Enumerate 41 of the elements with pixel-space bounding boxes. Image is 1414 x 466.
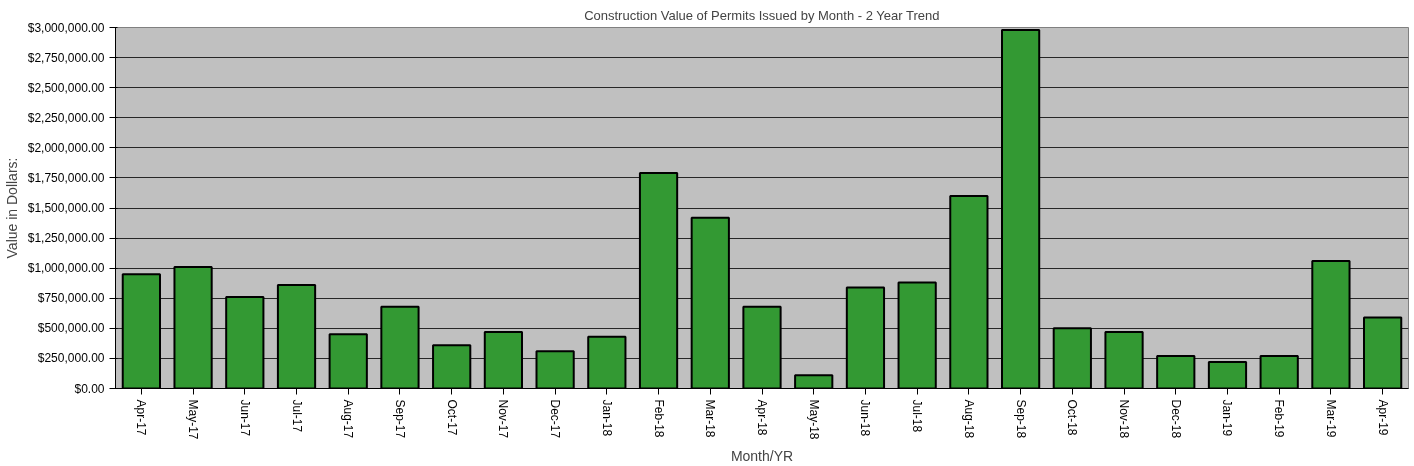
x-tick-label: Oct-18	[1065, 399, 1080, 436]
x-axis-title: Month/YR	[730, 447, 794, 464]
x-tick-label: May-17	[186, 399, 201, 440]
x-tick-label: Jun-17	[237, 399, 252, 437]
x-tick-label: Feb-18	[651, 399, 666, 438]
x-tick-label: Mar-19	[1323, 399, 1338, 438]
x-tick-label: Feb-19	[1272, 399, 1287, 438]
y-tick-label: $3,000,000.00	[27, 20, 105, 35]
x-tick-label: Aug-17	[341, 399, 356, 439]
x-tick-label: Aug-18	[961, 399, 976, 439]
x-tick-label: Apr-17	[134, 399, 149, 436]
y-tick-label: $2,000,000.00	[27, 140, 105, 155]
x-tick-label: Jul-17	[289, 399, 304, 433]
x-tick-label: Jan-19	[1220, 399, 1235, 437]
y-tick-label: $0.00	[74, 381, 105, 396]
x-tick-label: Nov-18	[1117, 399, 1132, 439]
x-tick-label: Oct-17	[444, 399, 459, 436]
x-tick-label: Apr-18	[755, 399, 769, 436]
x-tick-label: Nov-17	[496, 399, 511, 439]
y-tick-label: $2,750,000.00	[27, 50, 105, 65]
x-tick-label: Sep-17	[392, 399, 407, 439]
y-tick-label: $2,250,000.00	[27, 110, 105, 125]
y-tick-label: $1,500,000.00	[27, 201, 105, 215]
x-tick-label: Jul-18	[910, 399, 925, 433]
y-axis-title: Value in Dollars:	[3, 157, 20, 259]
y-tick-label: $1,000,000.00	[27, 261, 105, 276]
x-tick-label: Jun-18	[858, 399, 873, 437]
chart-title: Construction Value of Permits Issued by Month - 2 Year Trend	[584, 7, 940, 23]
y-tick-label: $1,250,000.00	[27, 231, 105, 246]
x-tick-label: Jan-18	[599, 399, 614, 437]
x-tick-label: May-18	[806, 399, 821, 440]
x-tick-label: Mar-18	[703, 399, 718, 438]
y-tick-label: $2,500,000.00	[27, 80, 105, 95]
x-tick-label: Dec-17	[548, 399, 563, 439]
y-tick-label: $500,000.00	[37, 321, 105, 336]
x-tick-label: Sep-18	[1013, 399, 1028, 439]
y-tick-label: $750,000.00	[37, 291, 105, 306]
x-tick-label: Dec-18	[1168, 399, 1183, 439]
y-tick-label: $1,750,000.00	[27, 170, 105, 185]
x-tick-label: Apr-19	[1375, 399, 1390, 436]
y-tick-label: $250,000.00	[37, 351, 105, 366]
